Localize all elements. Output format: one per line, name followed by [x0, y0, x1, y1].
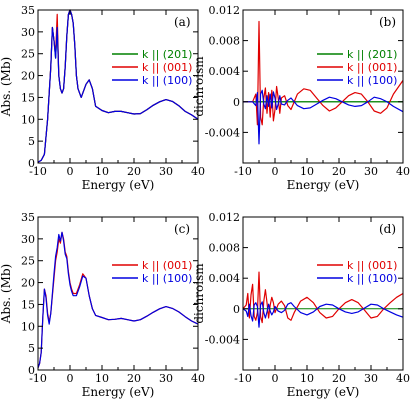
series-line-1: [242, 301, 404, 328]
x-tick-label: 0: [67, 165, 74, 178]
y-tick-label: 0.008: [209, 35, 241, 48]
legend-entry: k || (201): [142, 48, 192, 61]
panel-d: -10 0 10 20 30 40 -0.004 0 0.004 0.008 0.012 Energy…: [192, 211, 410, 399]
y-tick-label: 5: [28, 342, 35, 355]
panel-b: -10 0 10 20 30 40 -0.004 0 0.004 0.008 0.012 Energy…: [192, 4, 410, 192]
y-tick-label: 0.012: [209, 211, 241, 224]
x-tick-label: 20: [332, 372, 346, 385]
y-tick-label: 0: [233, 96, 240, 109]
x-tick-label: 10: [95, 372, 109, 385]
y-tick-label: 15: [21, 91, 35, 104]
legend-entry: k || (100): [347, 272, 397, 285]
y-tick-label: 0: [233, 303, 240, 316]
x-tick-label: -10: [29, 165, 47, 178]
y-tick-label: 30: [21, 26, 35, 39]
series-line-1: [243, 20, 404, 126]
y-tick-label: 0: [28, 364, 35, 377]
legend-entry: k || (001): [347, 259, 397, 272]
y-tick-label: -0.004: [205, 333, 240, 346]
x-tick-label: 40: [191, 165, 205, 178]
x-tick-label: 40: [396, 165, 410, 178]
x-tick-label: 20: [332, 165, 346, 178]
legend-entry: k || (001): [142, 259, 192, 272]
y-tick-label: 5: [28, 135, 35, 148]
panel-label: (c): [174, 222, 190, 236]
y-tick-label: 25: [21, 255, 35, 268]
x-tick-label: -10: [234, 372, 252, 385]
y-tick-label: 30: [21, 233, 35, 246]
y-tick-label: 10: [21, 113, 35, 126]
x-tick-label: 30: [159, 372, 173, 385]
y-tick-label: 10: [21, 320, 35, 333]
legend-entry: k || (100): [142, 272, 192, 285]
y-tick-label: 0.008: [209, 242, 241, 255]
x-tick-label: 30: [364, 165, 378, 178]
y-axis-label: Abs. (Mb): [0, 57, 13, 117]
panel-label: (b): [379, 15, 396, 29]
x-tick-label: 10: [300, 165, 314, 178]
panel-label: (d): [379, 222, 396, 236]
plot-frame: [242, 216, 404, 371]
legend-entry: k || (001): [142, 61, 192, 74]
x-tick-label: -10: [29, 372, 47, 385]
y-tick-label: 0.004: [209, 65, 241, 78]
y-tick-label: -0.004: [205, 126, 240, 139]
x-axis-label: Energy (eV): [82, 178, 155, 192]
series-line-0: [37, 231, 199, 369]
x-tick-label: 0: [272, 165, 279, 178]
plot-frame: [37, 216, 199, 371]
x-tick-label: 40: [191, 372, 205, 385]
y-tick-label: 25: [21, 48, 35, 61]
y-tick-label: 20: [21, 70, 35, 83]
legend-entry: k || (100): [142, 74, 192, 87]
series-line-2: [37, 9, 199, 163]
x-axis-label: Energy (eV): [82, 385, 155, 399]
y-tick-label: 15: [21, 298, 35, 311]
panel-label: (a): [174, 15, 191, 29]
y-tick-label: 0.012: [209, 4, 241, 17]
y-axis-label: dichroism: [192, 56, 206, 117]
legend-entry: k || (201): [347, 48, 397, 61]
legend-entry: k || (001): [347, 61, 397, 74]
y-axis-label: dichroism: [192, 263, 206, 324]
x-tick-label: 0: [67, 372, 74, 385]
x-axis-label: Energy (eV): [287, 178, 360, 192]
x-tick-label: 10: [300, 372, 314, 385]
x-tick-label: -10: [234, 165, 252, 178]
y-axis-label: Abs. (Mb): [0, 264, 13, 324]
legend-entry: k || (100): [347, 74, 397, 87]
y-tick-label: 35: [21, 4, 35, 17]
x-tick-label: 0: [272, 372, 279, 385]
y-tick-label: 0: [28, 157, 35, 170]
x-tick-label: 30: [364, 372, 378, 385]
series-line-2: [243, 89, 404, 145]
x-tick-label: 40: [396, 372, 410, 385]
series-line-1: [37, 231, 199, 369]
y-tick-label: 20: [21, 277, 35, 290]
x-tick-label: 10: [95, 165, 109, 178]
x-axis-label: Energy (eV): [287, 385, 360, 399]
y-tick-label: 0.004: [209, 272, 241, 285]
x-tick-label: 20: [127, 372, 141, 385]
x-tick-label: 30: [159, 165, 173, 178]
series-line-0: [242, 271, 404, 324]
x-tick-label: 20: [127, 165, 141, 178]
y-tick-label: 35: [21, 211, 35, 224]
